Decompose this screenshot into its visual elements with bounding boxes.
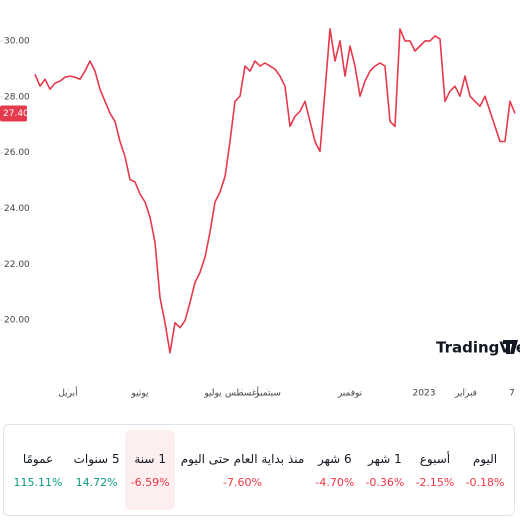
performance-item[interactable]: اليوم -0.18% xyxy=(460,430,510,510)
performance-item[interactable]: أسبوع -2.15% xyxy=(410,430,460,510)
period: 1 شهر xyxy=(368,451,402,466)
period: 6 شهر xyxy=(318,451,352,466)
performance-item[interactable]: منذ بداية العام حتى اليوم -7.60% xyxy=(175,430,310,510)
y-tick-label: 30.00 xyxy=(4,36,30,46)
performance-bar: اليوم -0.18% أسبوع -2.15% 1 شهر -0.36% 6 شهر -4… xyxy=(3,424,515,516)
change: -0.18% xyxy=(465,475,505,489)
x-tick-label: 2023 xyxy=(413,389,436,399)
change: 14.72% xyxy=(75,475,118,489)
performance-item[interactable]: عمومًا 115.11% xyxy=(8,430,68,510)
period: أسبوع xyxy=(419,451,451,466)
performance-item[interactable]: 1 سنة -6.59% xyxy=(125,430,176,510)
x-tick-label: فبراير xyxy=(454,389,477,399)
x-tick-label: أبريل xyxy=(58,387,77,399)
x-tick-label: أغسطس xyxy=(225,387,259,399)
price-marker-label: 27.40 xyxy=(3,109,29,119)
logo xyxy=(503,340,518,354)
chart: TradingView 20.00 22.00 24.00 26.00 28.00 30.… xyxy=(0,28,520,399)
watermark: TradingView xyxy=(436,339,520,357)
x-tick-label: يوليو xyxy=(203,389,222,399)
y-tick-label: 22.00 xyxy=(4,260,30,270)
price-marker xyxy=(0,105,27,122)
period: منذ بداية العام حتى اليوم xyxy=(180,451,305,466)
performance-item[interactable]: 5 سنوات 14.72% xyxy=(68,430,125,510)
change: -7.60% xyxy=(223,475,262,489)
change: -4.70% xyxy=(315,475,355,489)
y-tick-label: 28.00 xyxy=(4,92,30,102)
x-tick-label: يونيو xyxy=(130,389,149,399)
change: -6.59% xyxy=(130,475,170,489)
price-line xyxy=(34,28,516,354)
period: 5 سنوات xyxy=(73,451,120,466)
x-tick-label: نوفمبر xyxy=(337,389,362,399)
change: -2.15% xyxy=(415,475,455,489)
performance-item[interactable]: 1 شهر -0.36% xyxy=(360,430,410,510)
change: 115.11% xyxy=(13,475,63,489)
x-tick-label: 7 xyxy=(509,389,515,399)
y-tick-label: 24.00 xyxy=(4,204,30,214)
period: 1 سنة xyxy=(134,451,166,466)
change: -0.36% xyxy=(365,475,405,489)
y-tick-label: 20.00 xyxy=(4,316,30,326)
period: عمومًا xyxy=(22,451,54,466)
performance-item[interactable]: 6 شهر -4.70% xyxy=(310,430,360,510)
period: اليوم xyxy=(472,451,498,466)
y-tick-label: 26.00 xyxy=(4,148,30,158)
x-tick-label: سبتمبر xyxy=(254,389,281,399)
